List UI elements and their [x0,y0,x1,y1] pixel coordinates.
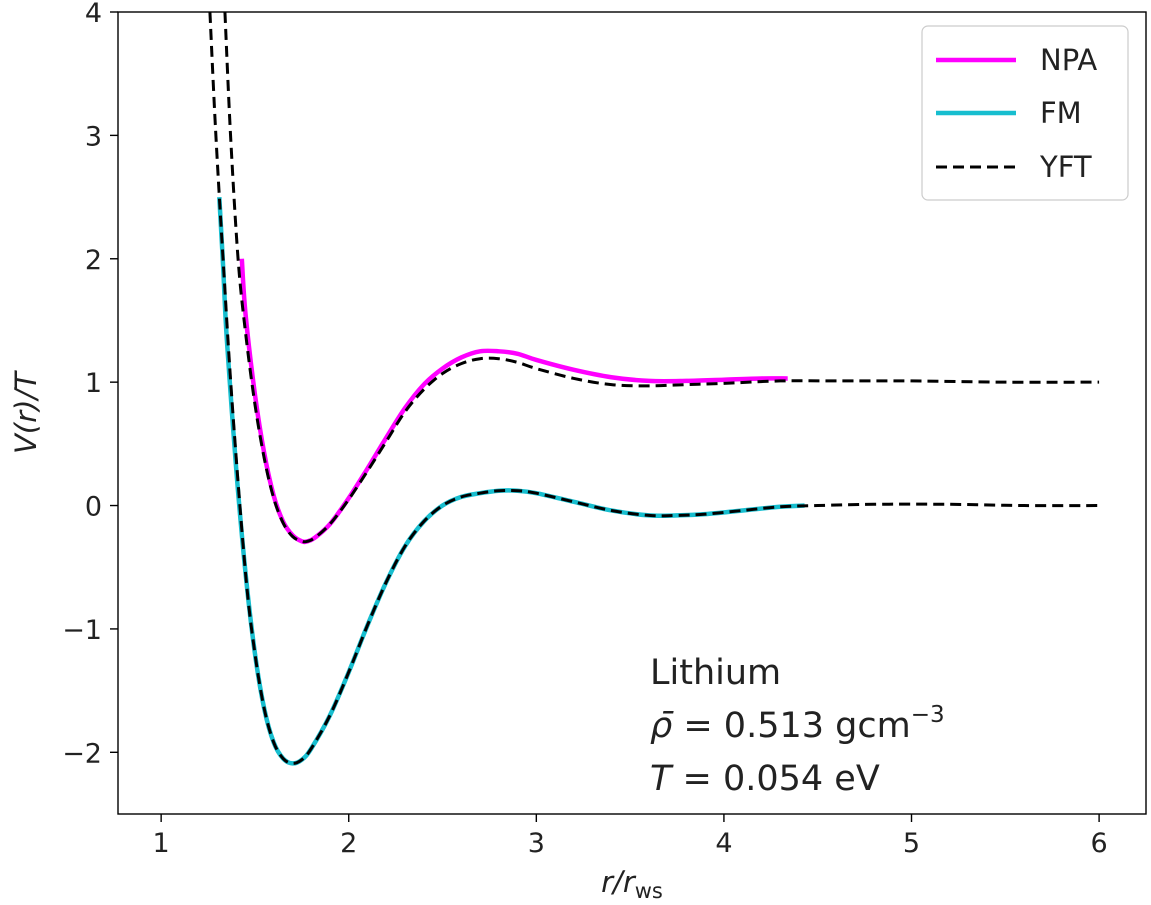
x-axis-title: r/rws [601,865,663,903]
x-tick-label: 2 [340,828,357,859]
legend: NPA FM YFT [921,25,1129,201]
legend-box [921,25,1129,201]
x-axis-title-subscript: ws [635,879,663,903]
annotation-block: Lithium ρ̄ = 0.513 gcm−3 T = 0.054 eV [650,653,945,799]
annotation-element: Lithium [650,653,781,693]
legend-label-npa: NPA [1040,43,1097,77]
legend-label-fm: FM [1040,96,1082,130]
x-axis-title-main: r/r [601,865,637,899]
density-exponent: −3 [911,702,945,728]
series-line-npa [239,258,788,545]
x-tick-label: 6 [1091,828,1108,859]
temperature-symbol: T [650,759,674,799]
series-line-yft [208,12,1100,765]
y-tick-label: −1 [62,615,102,646]
series-layer [208,12,1100,766]
temperature-text: = 0.054 eV [671,759,879,799]
y-tick-label: 3 [85,121,102,152]
x-tick-label: 1 [153,828,170,859]
x-tick-label: 4 [715,828,732,859]
plot-frame [117,11,1147,815]
y-axis-title: V(r)/T [9,370,43,454]
density-text: = 0.513 gcm [672,706,910,746]
x-tick-label: 3 [528,828,545,859]
annotation-density: ρ̄ = 0.513 gcm−3 [650,702,945,746]
x-axis: 1 2 3 4 5 6 [153,814,1108,859]
y-tick-label: 2 [85,245,102,276]
density-symbol: ρ̄ [650,706,674,746]
legend-label-yft: YFT [1039,150,1092,184]
annotation-temperature: T = 0.054 eV [650,759,880,799]
series-line-yft [223,12,1100,544]
y-tick-label: 0 [85,492,102,523]
y-tick-label: 1 [85,368,102,399]
y-tick-label: −2 [62,738,102,769]
y-axis: −2 −1 0 1 2 3 4 [62,0,118,769]
x-tick-label: 5 [903,828,920,859]
y-tick-label: 4 [85,0,102,29]
